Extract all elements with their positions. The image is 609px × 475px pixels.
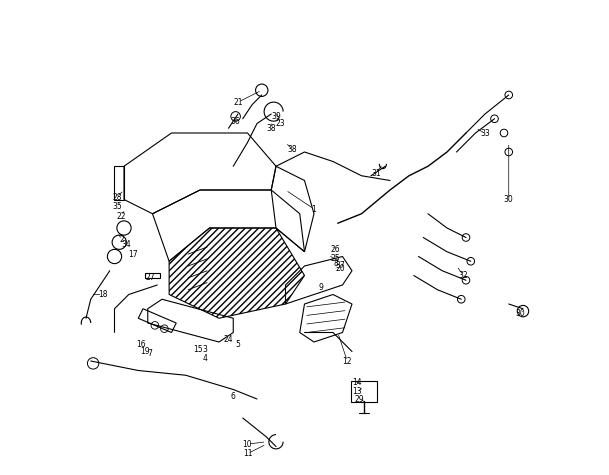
Text: 6: 6 <box>231 392 236 401</box>
Text: 20: 20 <box>336 264 345 273</box>
Text: 8: 8 <box>333 259 338 268</box>
Circle shape <box>462 276 470 284</box>
Text: 38: 38 <box>288 145 297 154</box>
Text: 36: 36 <box>231 117 241 125</box>
Text: 23: 23 <box>276 119 286 128</box>
Text: 37: 37 <box>335 262 345 270</box>
Text: 27: 27 <box>146 274 155 282</box>
Text: 3: 3 <box>202 345 207 353</box>
Text: 28: 28 <box>112 193 122 201</box>
Text: 21: 21 <box>233 98 243 106</box>
Text: 22: 22 <box>117 212 127 220</box>
Text: 19: 19 <box>141 347 150 356</box>
Text: 4: 4 <box>202 354 207 363</box>
Text: 7: 7 <box>148 350 153 358</box>
Text: 25: 25 <box>331 255 340 263</box>
Text: 29: 29 <box>354 395 364 403</box>
Text: 11: 11 <box>243 449 252 458</box>
Text: 26: 26 <box>331 245 340 254</box>
Text: 32: 32 <box>459 271 468 280</box>
Text: 14: 14 <box>352 378 362 387</box>
Text: 24: 24 <box>224 335 233 344</box>
Text: 34: 34 <box>122 240 132 249</box>
Text: 13: 13 <box>352 388 362 396</box>
Text: 9: 9 <box>319 283 323 292</box>
Text: 35: 35 <box>112 202 122 211</box>
Text: 2: 2 <box>119 236 124 244</box>
Circle shape <box>505 148 513 156</box>
Text: 30: 30 <box>504 195 513 204</box>
Text: 30: 30 <box>516 309 526 318</box>
Text: 1: 1 <box>312 205 316 213</box>
Circle shape <box>467 257 474 265</box>
Circle shape <box>462 234 470 241</box>
Text: 12: 12 <box>342 357 352 365</box>
Text: 18: 18 <box>98 290 107 299</box>
Text: 15: 15 <box>193 345 202 353</box>
Circle shape <box>491 115 498 123</box>
Text: 39: 39 <box>271 112 281 121</box>
Text: 5: 5 <box>236 340 241 349</box>
Text: 16: 16 <box>136 340 146 349</box>
Text: 33: 33 <box>480 129 490 137</box>
Text: 38: 38 <box>267 124 276 133</box>
Circle shape <box>457 295 465 303</box>
Circle shape <box>505 91 513 99</box>
Text: 17: 17 <box>128 250 138 258</box>
Text: 31: 31 <box>371 169 381 178</box>
Text: 10: 10 <box>243 440 252 448</box>
Circle shape <box>500 129 508 137</box>
